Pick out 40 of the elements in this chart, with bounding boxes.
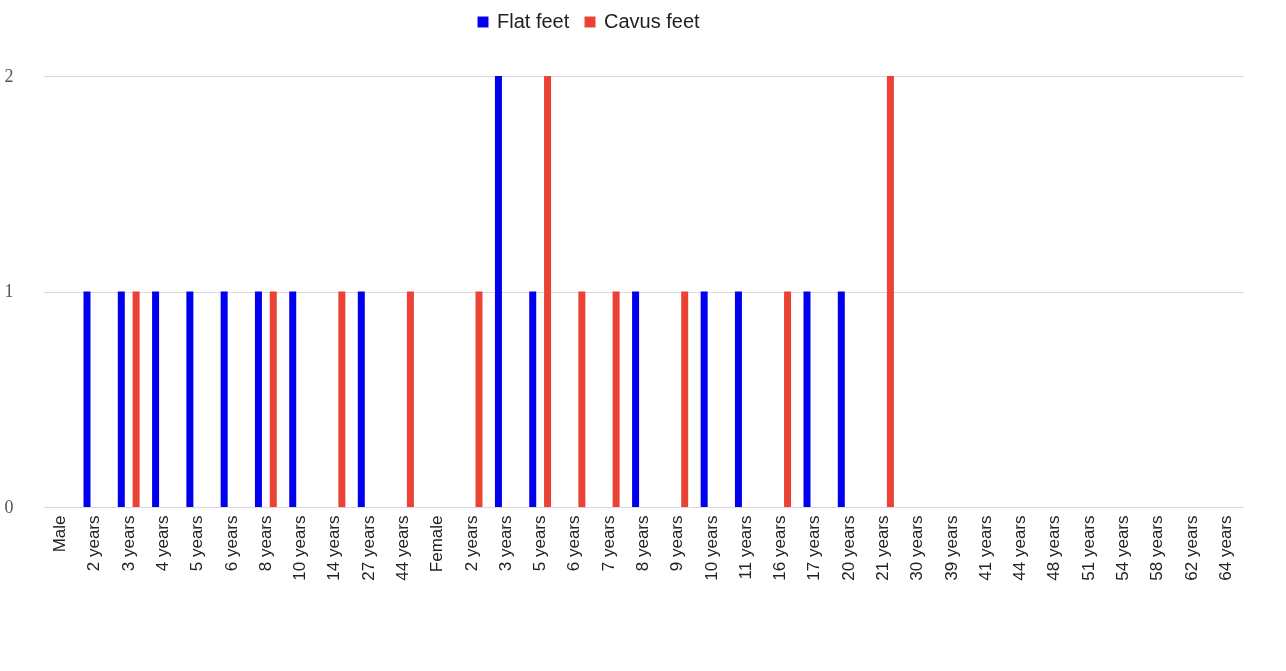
x-tick-label: 41 years	[975, 515, 995, 581]
x-tick-label: 11 years	[735, 515, 755, 580]
x-tick-label: 9 years	[667, 515, 687, 572]
x-tick-label: 8 years	[633, 515, 652, 572]
x-tick-label: 3 years	[118, 515, 138, 572]
x-tick-label: 62 years	[1181, 515, 1201, 581]
x-tick-label: 2 years	[461, 515, 481, 572]
x-tick-label: 30 years	[907, 515, 927, 581]
x-tick-label: 10 years	[701, 515, 721, 581]
x-tick-label: 2 years	[84, 515, 104, 572]
x-tick-label: 10 years	[290, 515, 310, 581]
x-tick-label: 4 years	[153, 515, 172, 572]
x-tick-label: 54 years	[1113, 515, 1132, 581]
x-tick-label: Female	[427, 515, 447, 573]
x-tick-label: 48 years	[1044, 515, 1064, 581]
x-tick-label: Male	[50, 515, 70, 553]
x-tick-label: 51 years	[1078, 515, 1098, 581]
x-tick-label: 17 years	[804, 515, 824, 581]
x-tick-label: 5 years	[187, 515, 207, 572]
x-tick-label: 44 years	[393, 515, 412, 581]
x-tick-label: 21 years	[873, 515, 892, 581]
x-tick-label: 5 years	[530, 515, 550, 572]
x-tick-label: 6 years	[221, 515, 241, 572]
x-tick-label: 16 years	[770, 515, 790, 581]
x-tick-label: 58 years	[1147, 515, 1167, 581]
x-tick-label: 27 years	[358, 515, 378, 581]
legend-label: Cavus feet	[604, 10, 701, 32]
x-tick-label: 8 years	[255, 515, 275, 572]
x-tick-label: 39 years	[941, 515, 961, 581]
x-tick-label: 6 years	[564, 515, 584, 572]
y-tick-label: 1	[4, 281, 14, 301]
x-tick-label: 64 years	[1215, 515, 1235, 581]
x-tick-label: 7 years	[598, 515, 618, 572]
x-tick-label: 14 years	[324, 515, 344, 581]
x-tick-label: 44 years	[1010, 515, 1030, 581]
x-tick-label: 3 years	[495, 515, 515, 572]
y-tick-label: 2	[4, 65, 14, 86]
legend-label: Flat feet	[497, 10, 570, 32]
y-tick-label: 0	[4, 496, 14, 517]
x-tick-label: 20 years	[838, 515, 858, 581]
